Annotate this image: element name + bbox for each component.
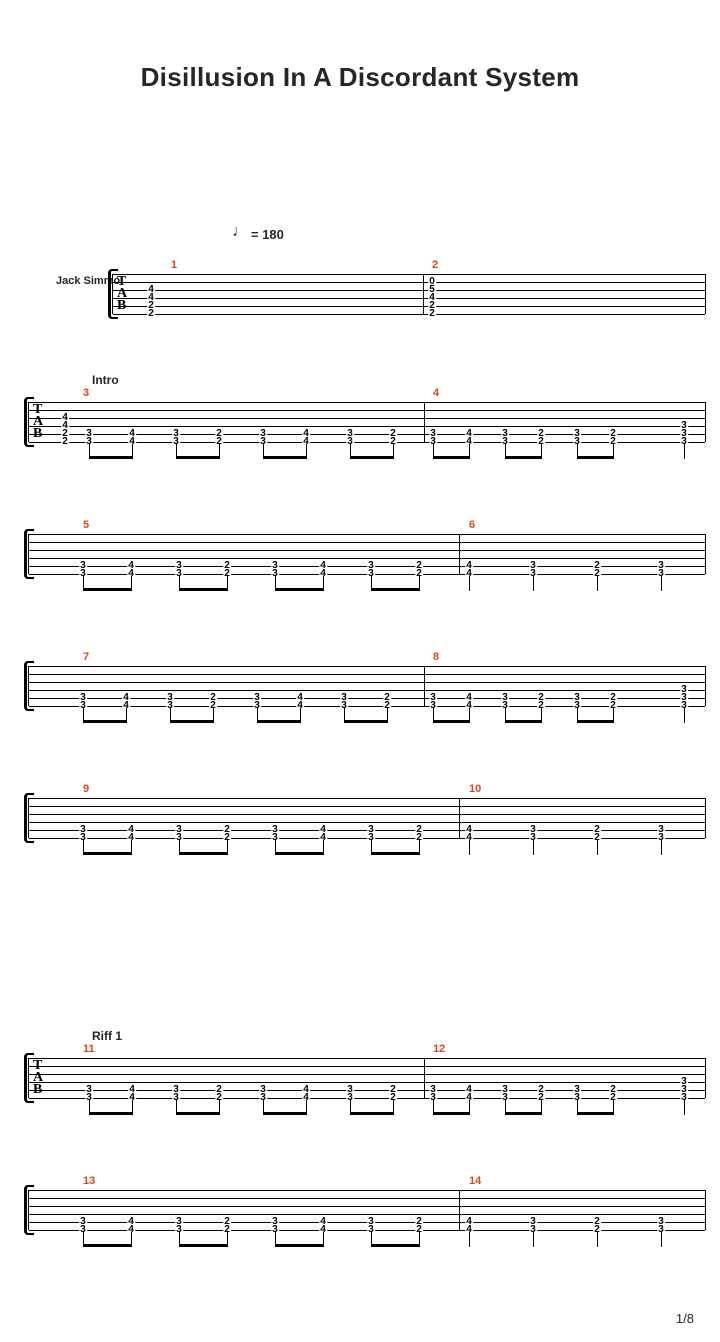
measure-number: 2 — [432, 259, 438, 271]
tab-staff: 733443322334433228334433223322333 — [28, 666, 706, 706]
tempo-marking: ♩ = 180 — [232, 226, 284, 242]
tab-fret: 2 — [61, 437, 69, 447]
measure-number: 10 — [469, 783, 481, 795]
page-number: 1/8 — [676, 1311, 694, 1326]
tab-clef: TAB — [33, 404, 42, 440]
system-bracket — [24, 1190, 27, 1230]
measure-number: 5 — [83, 519, 89, 531]
barline — [424, 1058, 425, 1098]
measure-number: 8 — [433, 651, 439, 663]
barline — [459, 534, 460, 574]
measure-number: 6 — [469, 519, 475, 531]
tab-fret: 2 — [147, 309, 155, 319]
system-bracket — [24, 666, 27, 706]
barline — [423, 274, 424, 314]
barline — [459, 798, 460, 838]
measure-number: 3 — [83, 387, 89, 399]
measure-number: 4 — [433, 387, 439, 399]
page-title: Disillusion In A Discordant System — [0, 62, 720, 93]
quarter-note-icon: ♩ — [232, 224, 248, 240]
barline — [459, 1190, 460, 1230]
system-bracket — [24, 534, 27, 574]
tab-staff: TAB11334433223344332212334433223322333 — [28, 1058, 706, 1098]
tab-staff: TAB14422205422 — [112, 274, 706, 314]
tab-staff: 53344332233443322644332233 — [28, 534, 706, 574]
measure-number: 13 — [83, 1175, 95, 1187]
measure-number: 12 — [433, 1043, 445, 1055]
measure-number: 11 — [83, 1043, 95, 1055]
tab-fret: 2 — [428, 309, 436, 319]
system-bracket — [24, 1058, 27, 1098]
section-label: Intro — [92, 373, 119, 387]
measure-number: 7 — [83, 651, 89, 663]
barline — [424, 666, 425, 706]
tempo-value: = 180 — [251, 227, 284, 242]
section-label: Riff 1 — [92, 1029, 122, 1043]
tab-staff: 933443322334433221044332233 — [28, 798, 706, 838]
system-bracket — [108, 274, 111, 314]
tab-clef: TAB — [117, 276, 126, 312]
tab-clef: TAB — [33, 1060, 42, 1096]
measure-number: 9 — [83, 783, 89, 795]
system-bracket — [24, 402, 27, 442]
system-bracket — [24, 798, 27, 838]
measure-number: 1 — [171, 259, 177, 271]
tab-staff: 1333443322334433221444332233 — [28, 1190, 706, 1230]
barline — [424, 402, 425, 442]
measure-number: 14 — [469, 1175, 481, 1187]
tab-staff: TAB3442233443322334433224334433223322333 — [28, 402, 706, 442]
